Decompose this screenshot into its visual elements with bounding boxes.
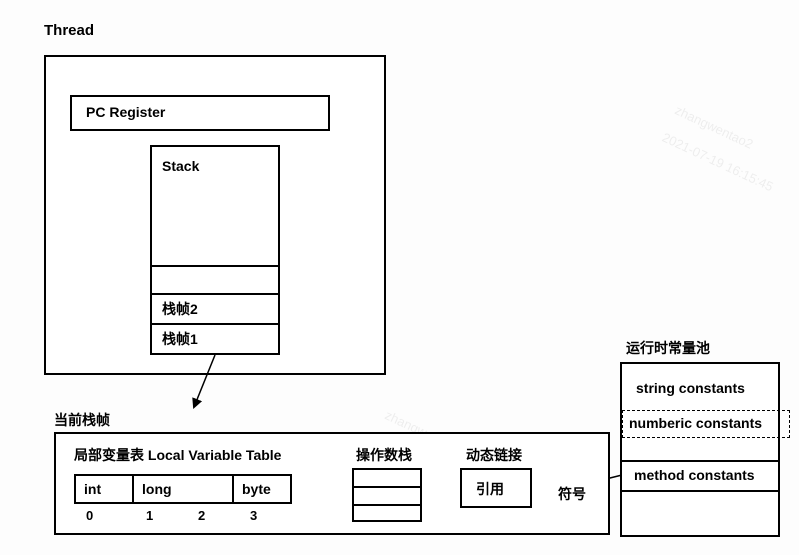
pool-method: method constants xyxy=(634,467,755,483)
lvt-slot-12: long xyxy=(132,474,234,504)
current-frame-title: 当前栈帧 xyxy=(54,410,110,430)
lvt-slot-3: byte xyxy=(232,474,292,504)
dynlink-ref: 引用 xyxy=(476,481,504,497)
dynlink-title: 动态链接 xyxy=(466,445,522,465)
watermark-tr: zhangwentao2 2021-07-19 16:15:45 xyxy=(653,86,794,194)
lvt-idx-1: 1 xyxy=(146,508,153,523)
operand-div1 xyxy=(352,486,422,488)
operand-box xyxy=(352,468,422,522)
lvt-idx-0: 0 xyxy=(86,508,93,523)
pool-divider xyxy=(620,460,780,462)
operand-div2 xyxy=(352,504,422,506)
lvt-idx-3: 3 xyxy=(250,508,257,523)
pool-numeric: numberic constants xyxy=(629,415,762,431)
stack-label: Stack xyxy=(162,158,199,174)
symbol-label: 符号 xyxy=(558,484,586,504)
stack-frame1: 栈帧1 xyxy=(162,329,198,349)
dynlink-box: 引用 xyxy=(460,468,532,508)
lvt-title: 局部变量表 Local Variable Table xyxy=(74,445,281,465)
stack-divider-mid1 xyxy=(150,293,280,295)
lvt-slot-0: int xyxy=(74,474,134,504)
lvt-idx-2: 2 xyxy=(198,508,205,523)
pool-numeric-box: numberic constants xyxy=(622,410,790,438)
stack-divider-mid2 xyxy=(150,323,280,325)
pool-title: 运行时常量池 xyxy=(626,338,710,358)
pc-register-label: PC Register xyxy=(86,104,165,120)
pool-divider2 xyxy=(620,490,780,492)
pc-register-box: PC Register xyxy=(70,95,330,131)
pool-string: string constants xyxy=(636,380,745,396)
stack-frame2: 栈帧2 xyxy=(162,299,198,319)
stack-divider-top xyxy=(150,265,280,267)
thread-title: Thread xyxy=(44,22,94,39)
operand-title: 操作数栈 xyxy=(356,445,412,465)
